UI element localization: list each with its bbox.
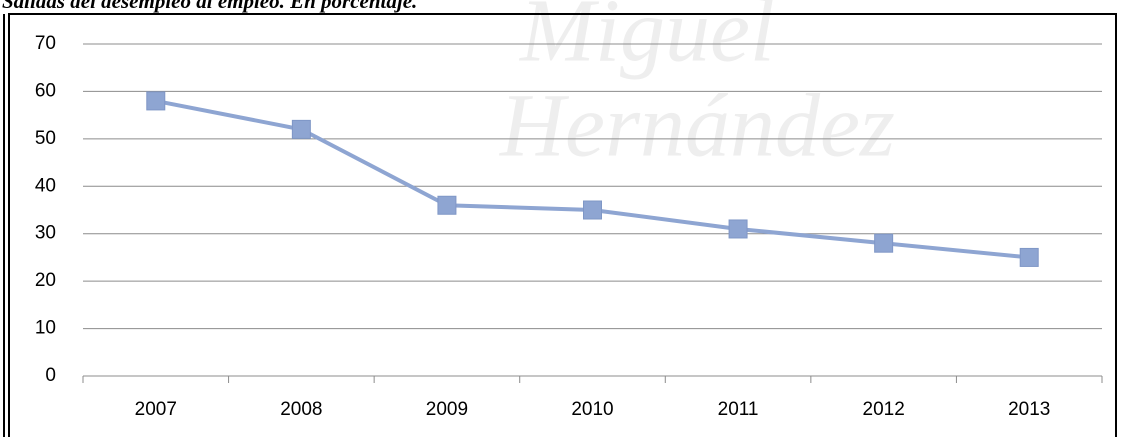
y-tick-label: 0 xyxy=(45,365,56,386)
chart-border xyxy=(8,13,1117,437)
marker xyxy=(437,195,457,215)
y-tick-label: 60 xyxy=(35,80,56,101)
x-tick-label: 2013 xyxy=(1008,399,1050,420)
y-tick-label: 50 xyxy=(35,128,56,149)
marker xyxy=(728,219,748,239)
x-tick-label: 2008 xyxy=(280,399,322,420)
marker xyxy=(583,200,602,220)
x-tick-label: 2009 xyxy=(426,399,468,420)
marker xyxy=(874,233,894,253)
chart-title: Salidas del desempleo al empleo. En porc… xyxy=(2,0,417,13)
x-tick-label: 2007 xyxy=(135,399,177,420)
marker xyxy=(146,91,166,111)
x-tick-label: 2011 xyxy=(718,399,759,420)
marker xyxy=(291,119,311,139)
y-tick-label: 70 xyxy=(35,33,56,54)
watermark: Hernández xyxy=(499,77,895,176)
x-tick-label: 2010 xyxy=(571,399,613,420)
watermark: Miguel xyxy=(518,0,775,81)
y-tick-label: 40 xyxy=(35,175,56,196)
y-tick-label: 20 xyxy=(35,270,56,291)
marker xyxy=(1019,247,1039,267)
y-tick-label: 30 xyxy=(35,223,56,244)
x-tick-label: 2012 xyxy=(863,399,905,420)
y-tick-label: 10 xyxy=(35,318,56,339)
